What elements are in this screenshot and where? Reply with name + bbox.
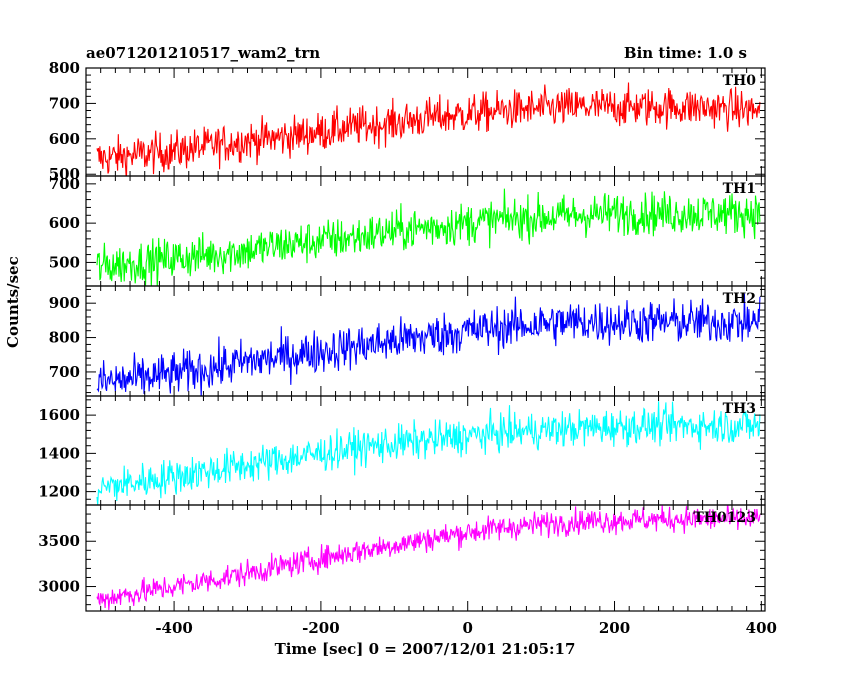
panel-th3: 1200 1400 1600 TH3 xyxy=(38,395,766,506)
panel-label-th2: TH2 xyxy=(723,291,756,307)
series-line-th0 xyxy=(96,82,761,176)
y-tick-label: 3500 xyxy=(38,532,80,550)
x-tick-label: -200 xyxy=(302,619,340,637)
y-tick-label: 500 xyxy=(49,165,80,183)
x-axis-label: Time [sec] 0 = 2007/12/01 21:05:17 xyxy=(274,640,576,658)
y-tick-label: 600 xyxy=(49,214,80,232)
panel-frame xyxy=(85,504,766,612)
y-tick-label: 1200 xyxy=(38,483,80,501)
series-line-th1 xyxy=(96,188,761,286)
panel-th1: 500 600 700 TH1 xyxy=(49,175,766,287)
x-tick-label: 200 xyxy=(599,619,630,637)
panel-th2: 700 800 900 TH2 xyxy=(49,285,766,397)
y-tick-label: 800 xyxy=(49,59,80,77)
series-line-th0123 xyxy=(96,505,761,611)
y-tick-label: 900 xyxy=(49,294,80,312)
panel-th0123: 3000 3500 TH0123 xyxy=(38,504,766,612)
y-tick-label: 800 xyxy=(49,329,80,347)
panel-label-th1: TH1 xyxy=(723,181,756,197)
bin-time-label: Bin time: 1.0 s xyxy=(623,44,747,62)
panel-label-th3: TH3 xyxy=(723,401,756,417)
y-tick-label: 700 xyxy=(49,175,80,193)
series-line-th2 xyxy=(96,293,761,396)
y-tick-label: 1400 xyxy=(38,444,80,462)
y-tick-label: 500 xyxy=(49,253,80,271)
chart-title: ae071201210517_wam2_trn xyxy=(86,44,321,62)
y-tick-label: 700 xyxy=(49,363,80,381)
y-tick-label: 1600 xyxy=(38,406,80,424)
panel-th0: 500 600 700 800 TH0 xyxy=(49,59,766,183)
series-line-th3 xyxy=(96,401,761,505)
panel-label-th0123: TH0123 xyxy=(693,510,756,526)
y-tick-label: 3000 xyxy=(38,578,80,596)
x-tick-label: 0 xyxy=(462,619,472,637)
x-tick-label: -400 xyxy=(155,619,193,637)
x-tick-label: 400 xyxy=(746,619,777,637)
y-tick-label: 600 xyxy=(49,130,80,148)
y-axis-label: Counts/sec xyxy=(4,256,22,348)
panel-label-th0: TH0 xyxy=(723,73,757,89)
y-tick-label: 700 xyxy=(49,94,80,112)
